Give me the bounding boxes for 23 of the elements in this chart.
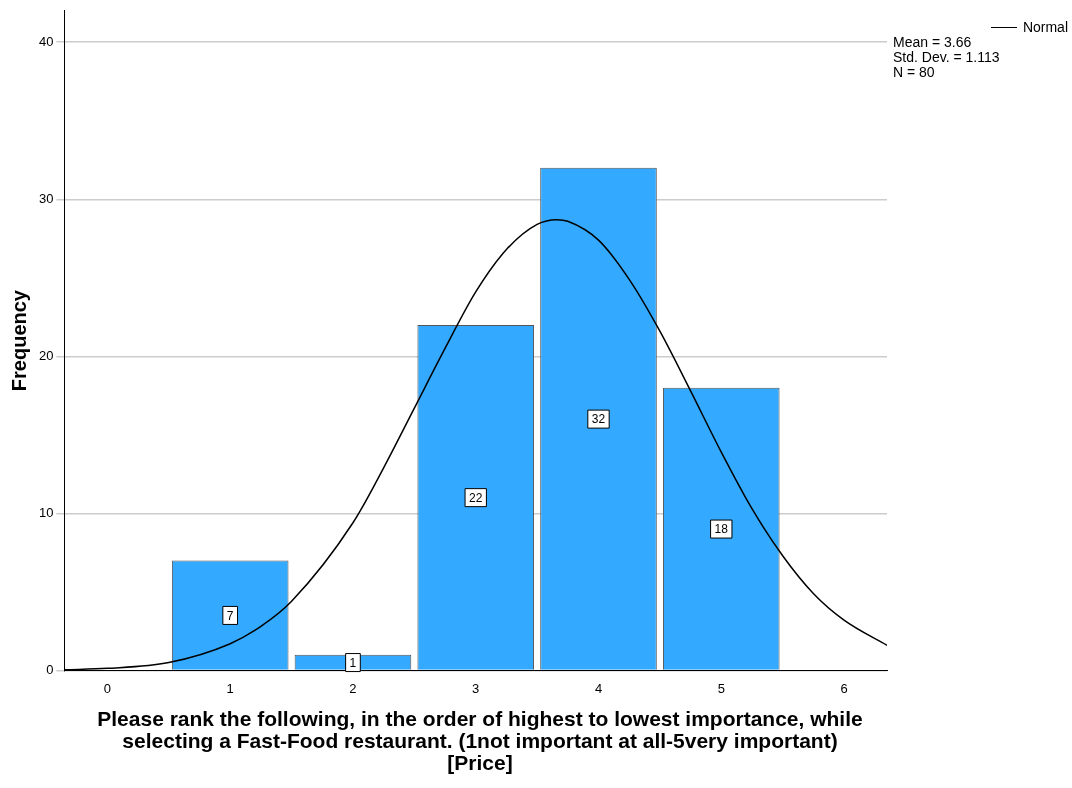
x-tick-label: 1 <box>226 680 234 696</box>
text: Std. Dev. = 1.113 <box>893 49 1001 65</box>
data-label: 32 <box>591 412 606 427</box>
y-tick-label: 0 <box>46 661 54 677</box>
y-tick-label: 20 <box>38 347 54 363</box>
data-label: 7 <box>226 608 234 623</box>
text: Mean = 3.66 <box>893 34 973 50</box>
x-tick-label: 2 <box>349 680 357 696</box>
data-label: 1 <box>349 655 357 670</box>
x-tick-label: 0 <box>103 680 112 696</box>
y-axis-title: Frequency <box>7 289 30 392</box>
legend-label: Normal <box>1022 19 1068 35</box>
text: N = 80 <box>893 64 936 80</box>
x-tick-label: 5 <box>717 680 725 696</box>
data-label: 22 <box>469 490 483 505</box>
x-tick-label: 6 <box>840 680 848 696</box>
data-label: 18 <box>714 522 729 537</box>
y-tick-label: 10 <box>38 504 54 520</box>
x-tick-label: 3 <box>472 680 480 696</box>
x-tick-label: 4 <box>594 680 603 696</box>
y-tick-label: 40 <box>38 33 54 49</box>
y-tick-label: 30 <box>38 190 54 206</box>
x-axis-title: Please rank the following, in the order of highest to lowest importance, while selecting a Fast-Food restaurant. (1not important at all-5very important) [Price] <box>96 707 864 774</box>
